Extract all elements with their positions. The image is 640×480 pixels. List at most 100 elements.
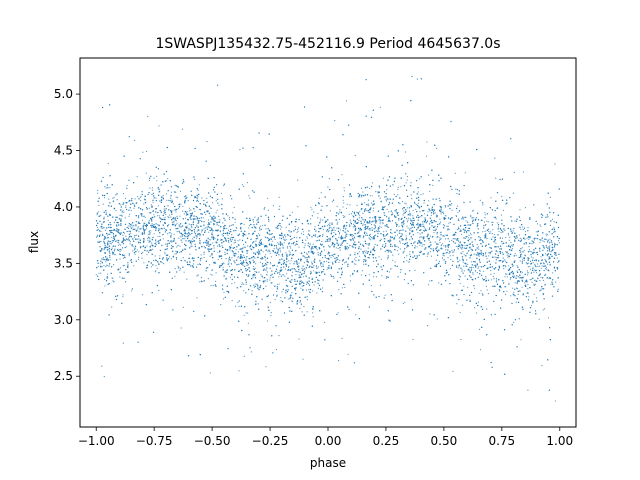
data-point bbox=[476, 244, 478, 246]
data-point bbox=[306, 311, 308, 313]
data-point bbox=[196, 230, 198, 232]
data-point bbox=[282, 255, 284, 258]
data-point bbox=[102, 257, 104, 259]
data-point bbox=[434, 241, 436, 243]
data-point bbox=[341, 174, 343, 176]
data-point bbox=[356, 204, 358, 206]
data-point bbox=[217, 251, 219, 253]
data-point bbox=[235, 249, 237, 251]
data-point bbox=[512, 245, 514, 247]
data-point bbox=[334, 120, 336, 122]
data-point bbox=[270, 315, 272, 317]
data-point bbox=[474, 287, 476, 289]
data-point bbox=[257, 254, 260, 256]
data-point bbox=[504, 293, 507, 296]
data-point bbox=[206, 197, 208, 199]
data-point bbox=[109, 187, 111, 189]
data-point bbox=[558, 242, 561, 244]
data-point bbox=[173, 239, 175, 241]
data-point bbox=[161, 257, 164, 259]
data-point bbox=[469, 267, 471, 269]
data-point bbox=[477, 301, 479, 303]
data-point bbox=[321, 235, 324, 238]
data-point bbox=[391, 212, 393, 214]
data-point bbox=[262, 243, 264, 245]
data-point bbox=[212, 284, 214, 287]
data-point bbox=[370, 250, 372, 252]
data-point bbox=[382, 177, 384, 179]
data-point bbox=[467, 286, 469, 288]
data-point bbox=[108, 240, 110, 243]
data-point bbox=[334, 257, 336, 259]
data-point bbox=[478, 255, 480, 257]
data-point bbox=[451, 249, 453, 251]
data-point bbox=[504, 265, 506, 267]
data-point bbox=[109, 240, 112, 243]
data-point bbox=[159, 238, 162, 241]
data-point bbox=[463, 229, 465, 231]
data-point bbox=[513, 171, 515, 174]
data-point bbox=[375, 230, 378, 232]
data-point bbox=[278, 276, 280, 278]
data-point bbox=[308, 289, 310, 291]
data-point bbox=[533, 271, 535, 273]
data-point bbox=[196, 225, 198, 228]
data-point bbox=[484, 230, 486, 232]
data-point bbox=[339, 244, 342, 246]
data-point bbox=[550, 283, 552, 285]
data-point bbox=[241, 184, 243, 186]
data-point bbox=[342, 206, 344, 208]
data-point bbox=[490, 273, 492, 275]
data-point bbox=[137, 227, 139, 229]
data-point bbox=[402, 302, 404, 305]
data-point bbox=[129, 241, 131, 243]
data-point bbox=[342, 196, 344, 198]
data-point bbox=[198, 263, 200, 265]
data-point bbox=[140, 195, 142, 197]
data-point bbox=[349, 219, 351, 221]
data-point bbox=[197, 200, 200, 203]
data-point bbox=[369, 229, 371, 231]
data-point bbox=[429, 235, 432, 237]
data-point bbox=[119, 258, 121, 260]
data-point bbox=[426, 141, 428, 143]
data-point bbox=[181, 128, 184, 130]
data-point bbox=[178, 226, 180, 228]
data-point bbox=[457, 218, 459, 220]
data-point bbox=[545, 253, 547, 255]
data-point bbox=[467, 227, 469, 229]
data-point bbox=[375, 276, 378, 278]
data-point bbox=[122, 193, 125, 195]
data-point bbox=[372, 237, 374, 239]
data-point bbox=[227, 229, 230, 232]
data-point bbox=[97, 192, 99, 194]
data-point bbox=[482, 204, 484, 206]
data-point bbox=[229, 225, 231, 227]
data-point bbox=[501, 195, 503, 198]
data-point bbox=[167, 216, 169, 218]
data-point bbox=[345, 100, 348, 102]
data-point bbox=[145, 172, 147, 174]
data-point bbox=[265, 285, 267, 287]
data-point bbox=[339, 209, 341, 211]
data-point bbox=[140, 200, 142, 202]
data-point bbox=[163, 208, 165, 210]
data-point bbox=[422, 193, 424, 195]
data-point bbox=[306, 252, 308, 254]
data-point bbox=[280, 296, 282, 299]
data-point bbox=[278, 283, 280, 285]
data-point bbox=[388, 211, 390, 213]
data-point bbox=[503, 268, 505, 270]
data-point bbox=[296, 261, 298, 263]
data-point bbox=[130, 210, 132, 212]
data-point bbox=[493, 234, 495, 236]
data-point bbox=[354, 258, 356, 260]
data-point bbox=[99, 263, 101, 265]
data-point bbox=[190, 243, 193, 245]
data-point bbox=[151, 226, 153, 228]
data-point bbox=[452, 251, 454, 253]
data-point bbox=[414, 269, 416, 271]
data-point bbox=[279, 244, 282, 246]
data-point bbox=[464, 172, 466, 174]
data-point bbox=[399, 271, 402, 273]
